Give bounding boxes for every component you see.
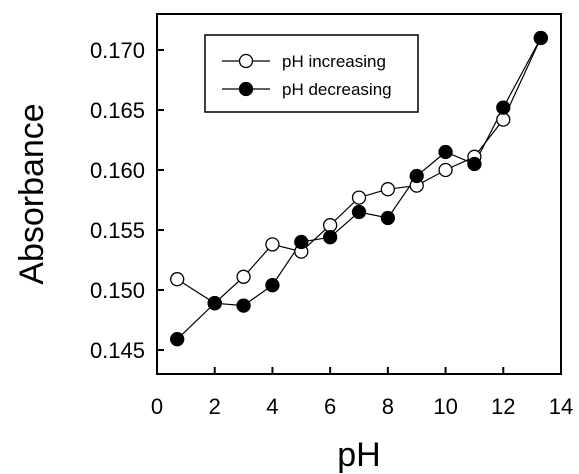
- x-tick-label: 8: [382, 394, 394, 419]
- legend-marker-pH-decreasing: [238, 81, 254, 97]
- x-tick-label: 0: [151, 394, 163, 419]
- x-axis-title: pH: [337, 436, 380, 474]
- legend: pH increasing pH decreasing: [204, 34, 419, 113]
- plot-frame: [156, 13, 562, 375]
- data-point-decreasing: [170, 332, 185, 347]
- x-tick-label: 10: [433, 394, 457, 419]
- data-point-increasing: [496, 112, 511, 127]
- y-tick-label: 0.170: [90, 38, 145, 63]
- data-point-decreasing: [207, 296, 222, 311]
- data-point-decreasing: [409, 168, 424, 184]
- data-point-decreasing: [467, 156, 482, 172]
- data-point-decreasing: [351, 204, 367, 220]
- ticks-layer: 0 2 4 6 8 10 12 14 0.145 0.150 0.155 0.160 0.165 0.17…: [90, 38, 573, 419]
- x-tick-label: 12: [491, 394, 515, 419]
- data-point-decreasing: [496, 100, 511, 115]
- legend-label-pH-decreasing: pH decreasing: [282, 80, 392, 99]
- data-point-increasing: [322, 218, 338, 233]
- data-point-decreasing: [533, 30, 548, 46]
- y-tick-label: 0.155: [90, 218, 145, 243]
- data-point-increasing: [351, 190, 367, 205]
- x-tick-label: 14: [549, 394, 573, 419]
- data-point-decreasing: [380, 210, 396, 226]
- data-point-increasing: [438, 162, 453, 178]
- data-point-decreasing: [236, 298, 251, 313]
- series-layer: [170, 30, 548, 347]
- legend-label-pH-increasing: pH increasing: [282, 52, 386, 71]
- y-tick-label: 0.145: [90, 338, 145, 363]
- y-axis-title: Absorbance: [13, 103, 51, 284]
- x-tick-label: 6: [324, 394, 336, 419]
- data-point-increasing: [170, 272, 185, 287]
- legend-box: [204, 34, 419, 113]
- data-point-increasing: [380, 182, 396, 197]
- y-tick-label: 0.165: [90, 98, 145, 123]
- data-point-decreasing: [322, 230, 338, 245]
- x-tick-label: 2: [209, 394, 221, 419]
- data-point-increasing: [236, 269, 251, 284]
- data-point-increasing: [265, 237, 280, 252]
- y-tick-label: 0.150: [90, 278, 145, 303]
- data-point-decreasing: [294, 234, 309, 250]
- x-tick-label: 4: [266, 394, 278, 419]
- data-point-decreasing: [265, 278, 280, 293]
- data-point-decreasing: [438, 144, 453, 160]
- legend-marker-pH-increasing: [238, 53, 254, 69]
- y-tick-label: 0.160: [90, 158, 145, 183]
